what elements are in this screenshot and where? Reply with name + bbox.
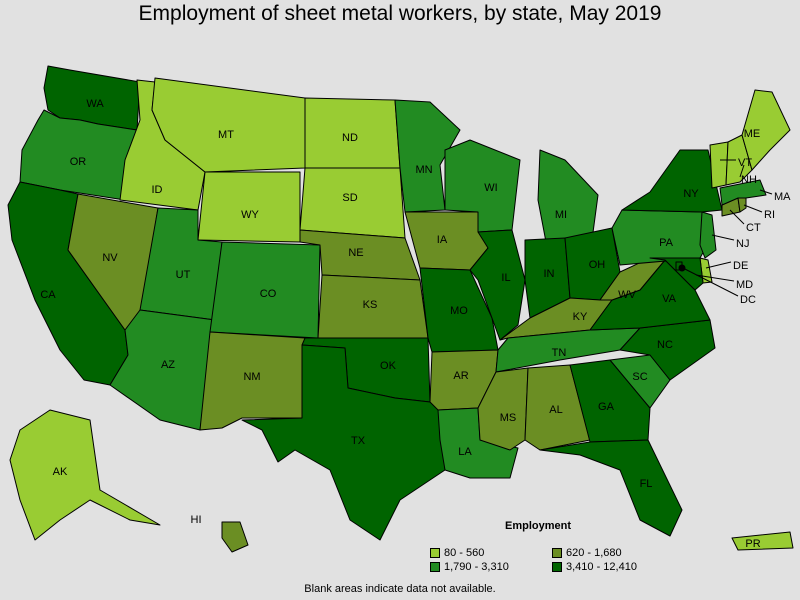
state-wy [197, 171, 301, 243]
state-label-fl: FL [640, 478, 653, 490]
state-label-wi: WI [484, 182, 497, 194]
state-label-tx: TX [351, 435, 366, 447]
state-label-or: OR [70, 156, 87, 168]
state-label-al: AL [549, 404, 562, 416]
state-label-dc: DC [740, 294, 756, 306]
legend-swatch [552, 562, 562, 572]
leader-line-md [695, 274, 735, 282]
state-ak [9, 409, 161, 541]
state-label-ky: KY [573, 311, 588, 323]
state-mi [537, 149, 599, 243]
state-nj [699, 211, 717, 259]
state-hi [221, 521, 249, 553]
state-label-me: ME [744, 128, 761, 140]
state-label-nv: NV [102, 252, 118, 264]
state-label-ny: NY [683, 188, 699, 200]
legend-swatch [552, 548, 562, 558]
state-label-ca: CA [40, 289, 56, 301]
state-ny [621, 149, 723, 213]
leader-line-ct [729, 209, 745, 225]
state-label-vt: VT [738, 157, 752, 169]
state-label-mt: MT [218, 129, 234, 141]
dc-marker [678, 264, 686, 272]
leader-line-de [705, 261, 732, 269]
state-label-la: LA [458, 446, 472, 458]
state-label-de: DE [733, 260, 748, 272]
state-label-nd: ND [342, 132, 358, 144]
footnote: Blank areas indicate data not available. [304, 583, 496, 595]
state-label-wa: WA [86, 98, 104, 110]
state-label-va: VA [662, 293, 677, 305]
state-label-sc: SC [632, 371, 647, 383]
state-label-ma: MA [774, 191, 791, 203]
state-tx [241, 344, 446, 541]
state-label-nc: NC [657, 339, 673, 351]
legend-item: 3,410 - 12,410 [552, 560, 637, 574]
state-label-pa: PA [659, 237, 674, 249]
state-label-oh: OH [589, 259, 606, 271]
state-label-ri: RI [764, 209, 775, 221]
legend-swatch [430, 548, 440, 558]
state-label-wv: WV [618, 289, 636, 301]
legend-item: 80 - 560 [430, 546, 484, 560]
state-il [469, 229, 526, 341]
state-label-md: MD [736, 279, 753, 291]
legend-item: 1,790 - 3,310 [430, 560, 509, 574]
legend-item: 620 - 1,680 [552, 546, 622, 560]
state-label-nj: NJ [736, 238, 749, 250]
state-label-co: CO [260, 288, 277, 300]
state-label-in: IN [544, 268, 555, 280]
state-al [524, 364, 591, 451]
state-ga [569, 359, 651, 443]
legend-label: 3,410 - 12,410 [566, 561, 637, 573]
state-label-ia: IA [437, 234, 448, 246]
state-label-ar: AR [453, 370, 468, 382]
leader-line-dc [678, 265, 739, 297]
leader-line-ri [743, 204, 763, 213]
state-mn [394, 99, 461, 213]
legend-label: 80 - 560 [444, 547, 485, 559]
leader-line-ma [759, 189, 773, 195]
state-label-ks: KS [363, 299, 378, 311]
legend-label: 1,790 - 3,310 [444, 561, 509, 573]
state-label-tn: TN [552, 347, 567, 359]
legend-swatch [430, 562, 440, 572]
legend-title: Employment [505, 520, 572, 532]
legend-label: 620 - 1,680 [566, 547, 622, 559]
state-label-mi: MI [555, 209, 567, 221]
state-label-id: ID [152, 184, 163, 196]
state-label-ga: GA [598, 401, 615, 413]
state-label-il: IL [501, 272, 510, 284]
state-label-pr: PR [745, 538, 760, 550]
state-md [649, 257, 704, 291]
state-label-ne: NE [348, 247, 363, 259]
state-pr [731, 531, 794, 551]
state-vt [709, 141, 729, 189]
state-label-ct: CT [746, 222, 761, 234]
state-label-mn: MN [415, 164, 432, 176]
state-label-wy: WY [241, 209, 259, 221]
state-label-az: AZ [161, 359, 175, 371]
state-me [741, 89, 791, 171]
state-label-ut: UT [176, 269, 191, 281]
state-label-ms: MS [500, 412, 517, 424]
state-label-ak: AK [53, 466, 68, 478]
state-label-ok: OK [380, 360, 397, 372]
state-label-nh: NH [741, 174, 757, 186]
leader-line-nh [739, 164, 745, 178]
state-label-nm: NM [243, 371, 260, 383]
state-fl [539, 439, 683, 537]
leader-line-nj [711, 234, 735, 241]
map-title: Employment of sheet metal workers, by st… [138, 2, 662, 25]
state-label-hi: HI [191, 514, 202, 526]
state-label-mo: MO [450, 305, 468, 317]
state-ma [719, 179, 767, 206]
state-label-sd: SD [342, 192, 357, 204]
